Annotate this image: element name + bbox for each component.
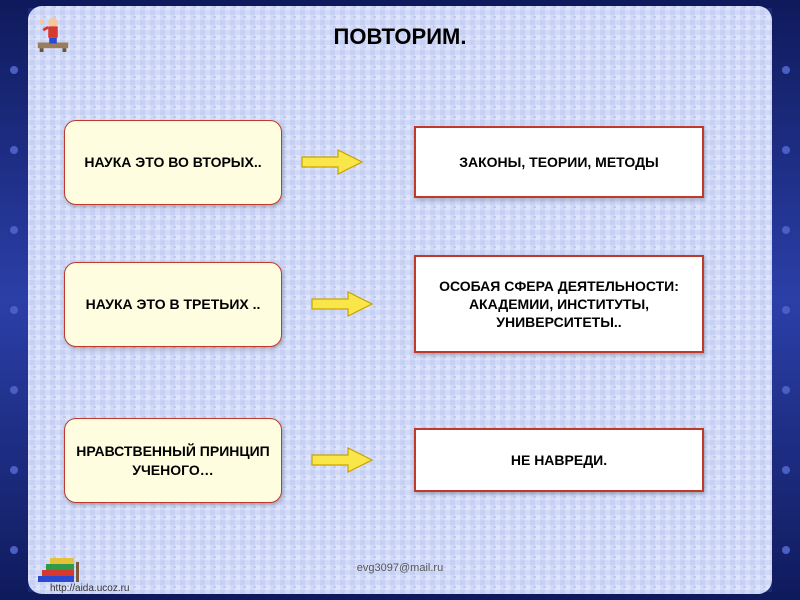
- left-box-3: НРАВСТВЕННЫЙ ПРИНЦИП УЧЕНОГО…: [64, 418, 282, 503]
- student-icon: [34, 14, 72, 52]
- slide-title: ПОВТОРИМ.: [0, 24, 800, 50]
- footer-url: http://aida.ucoz.ru: [50, 583, 130, 594]
- left-box-1: НАУКА ЭТО ВО ВТОРЫХ..: [64, 120, 282, 205]
- arrow-3: [310, 446, 374, 474]
- footer-email: evg3097@mail.ru: [357, 562, 443, 574]
- left-box-2: НАУКА ЭТО В ТРЕТЬИХ ..: [64, 262, 282, 347]
- arrow-1: [300, 148, 364, 176]
- slide-frame: ПОВТОРИМ. НАУКА ЭТО ВО ВТОРЫХ.. ЗАКОНЫ, Т…: [0, 0, 800, 600]
- arrow-2: [310, 290, 374, 318]
- books-icon: [36, 554, 84, 584]
- right-box-2: ОСОБАЯ СФЕРА ДЕЯТЕЛЬНОСТИ: АКАДЕМИИ, ИНС…: [414, 255, 704, 353]
- right-box-3: НЕ НАВРЕДИ.: [414, 428, 704, 492]
- right-box-1: ЗАКОНЫ, ТЕОРИИ, МЕТОДЫ: [414, 126, 704, 198]
